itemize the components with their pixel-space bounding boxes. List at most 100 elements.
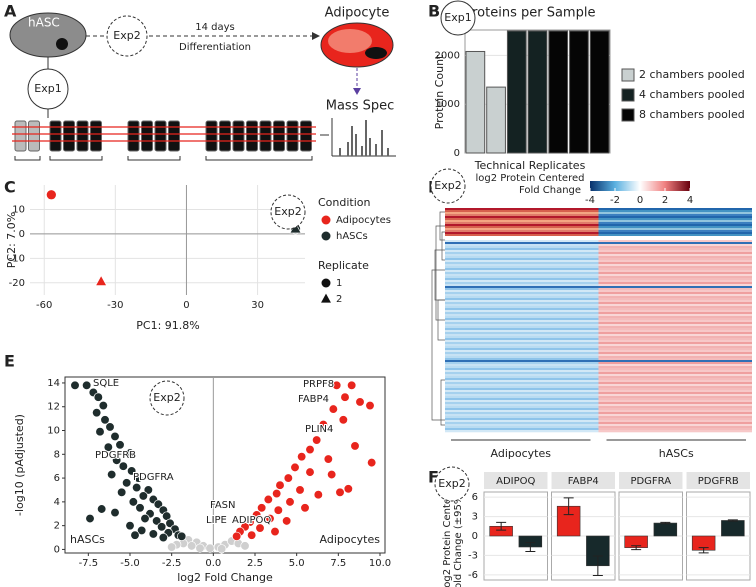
heatmap-cell <box>598 306 752 309</box>
y-tick-label: 0 <box>54 544 60 555</box>
heatmap-cell <box>598 308 752 311</box>
exp-label: Exp1 <box>444 11 471 24</box>
x-tick-label: -7.5 <box>79 558 99 569</box>
point <box>232 531 242 542</box>
y-tick-label: 10 <box>47 426 60 437</box>
heatmap-cell <box>598 386 752 389</box>
heatmap-cell <box>598 228 752 231</box>
chip <box>246 120 258 152</box>
point <box>217 544 227 554</box>
error-bar <box>525 541 536 553</box>
heatmap-cell <box>598 296 752 299</box>
y-tick-label: 8 <box>54 449 60 460</box>
heatmap-cell <box>445 208 599 211</box>
exp-circle <box>106 15 148 57</box>
legend-label: 4 chambers pooled <box>639 88 745 101</box>
heatmap-cell <box>598 292 752 295</box>
bar <box>721 520 745 537</box>
point <box>340 392 350 402</box>
arrow-head <box>312 32 320 40</box>
heatmap-cell <box>445 294 599 297</box>
point <box>135 503 145 513</box>
heatmap-cell <box>445 246 599 249</box>
heatmap-cell <box>598 340 752 343</box>
heatmap-cell <box>598 364 752 367</box>
heatmap-cell <box>445 390 599 393</box>
heatmap-cell <box>598 260 752 263</box>
legend-label: 8 chambers pooled <box>639 108 745 121</box>
heatmap-cell <box>598 414 752 417</box>
error-bar <box>563 497 574 516</box>
point <box>290 462 300 473</box>
point <box>285 497 295 507</box>
legend-title: Replicate <box>318 259 369 272</box>
heatmap-cell <box>598 294 752 297</box>
heatmap-cell <box>445 392 599 395</box>
column-group-label: hASCs <box>659 447 694 460</box>
heatmap-cell <box>445 278 599 281</box>
point <box>118 461 128 471</box>
colorbar-tick-label: -2 <box>610 195 620 206</box>
facet-title: ADIPOQ <box>496 476 535 487</box>
bracket <box>14 156 41 161</box>
heatmap-cell <box>445 336 599 339</box>
y-axis-title: PC2: 7.0% <box>5 212 18 268</box>
heatmap-cell <box>445 388 599 391</box>
cell-label: Adipocyte <box>325 6 390 21</box>
heatmap-cell <box>598 326 752 329</box>
x-tick-label: -5.0 <box>120 558 140 569</box>
legend-label: 2 chambers pooled <box>639 68 745 81</box>
point <box>165 518 175 528</box>
point <box>177 531 187 542</box>
heatmap-cell <box>445 418 599 421</box>
heatmap-cell <box>598 328 752 331</box>
heatmap-cell <box>598 216 752 219</box>
heatmap-cell <box>598 382 752 385</box>
dendrogram <box>431 269 445 421</box>
point-label: ADIPOQ <box>232 515 271 526</box>
heatmap-cell <box>445 236 599 239</box>
bar <box>653 522 678 537</box>
point <box>115 440 125 450</box>
point <box>323 454 333 464</box>
point <box>318 419 328 430</box>
panel-label: C <box>4 178 16 197</box>
heatmap-cell <box>598 280 752 283</box>
exp-circle <box>149 380 185 416</box>
chip <box>76 120 89 152</box>
point <box>321 215 331 225</box>
y-tick-label: 0 <box>454 148 460 159</box>
heatmap-cell <box>445 380 599 383</box>
heatmap-cell <box>598 220 752 223</box>
legend-label: 1 <box>336 278 342 289</box>
heatmap-cell <box>598 274 752 277</box>
point <box>321 278 331 288</box>
heatmap-cell <box>598 266 752 269</box>
heatmap-cell <box>445 386 599 389</box>
point <box>195 543 205 553</box>
column-group-label: Adipocytes <box>491 447 552 460</box>
x-tick-label: -30 <box>107 300 123 311</box>
exp-label: Exp2 <box>274 205 301 218</box>
point <box>70 380 80 390</box>
point <box>137 525 147 536</box>
point <box>152 516 162 526</box>
point <box>297 452 307 462</box>
heatmap-cell <box>598 334 752 337</box>
point-label: PRPF8 <box>303 379 334 390</box>
exp-circle <box>434 466 470 502</box>
heatmap-cell <box>598 210 752 213</box>
heatmap-cell <box>445 424 599 427</box>
heatmap-cell <box>598 234 752 237</box>
heatmap-cell <box>598 368 752 371</box>
point <box>205 543 215 553</box>
heatmap-cell <box>445 420 599 423</box>
heatmap-cell <box>598 316 752 319</box>
heatmap-cell <box>598 430 752 433</box>
bar <box>506 30 527 154</box>
heatmap-cell <box>598 300 752 303</box>
bar <box>589 30 610 154</box>
heatmap-cell <box>445 250 599 253</box>
exp-circle <box>430 168 466 204</box>
point <box>335 487 345 498</box>
